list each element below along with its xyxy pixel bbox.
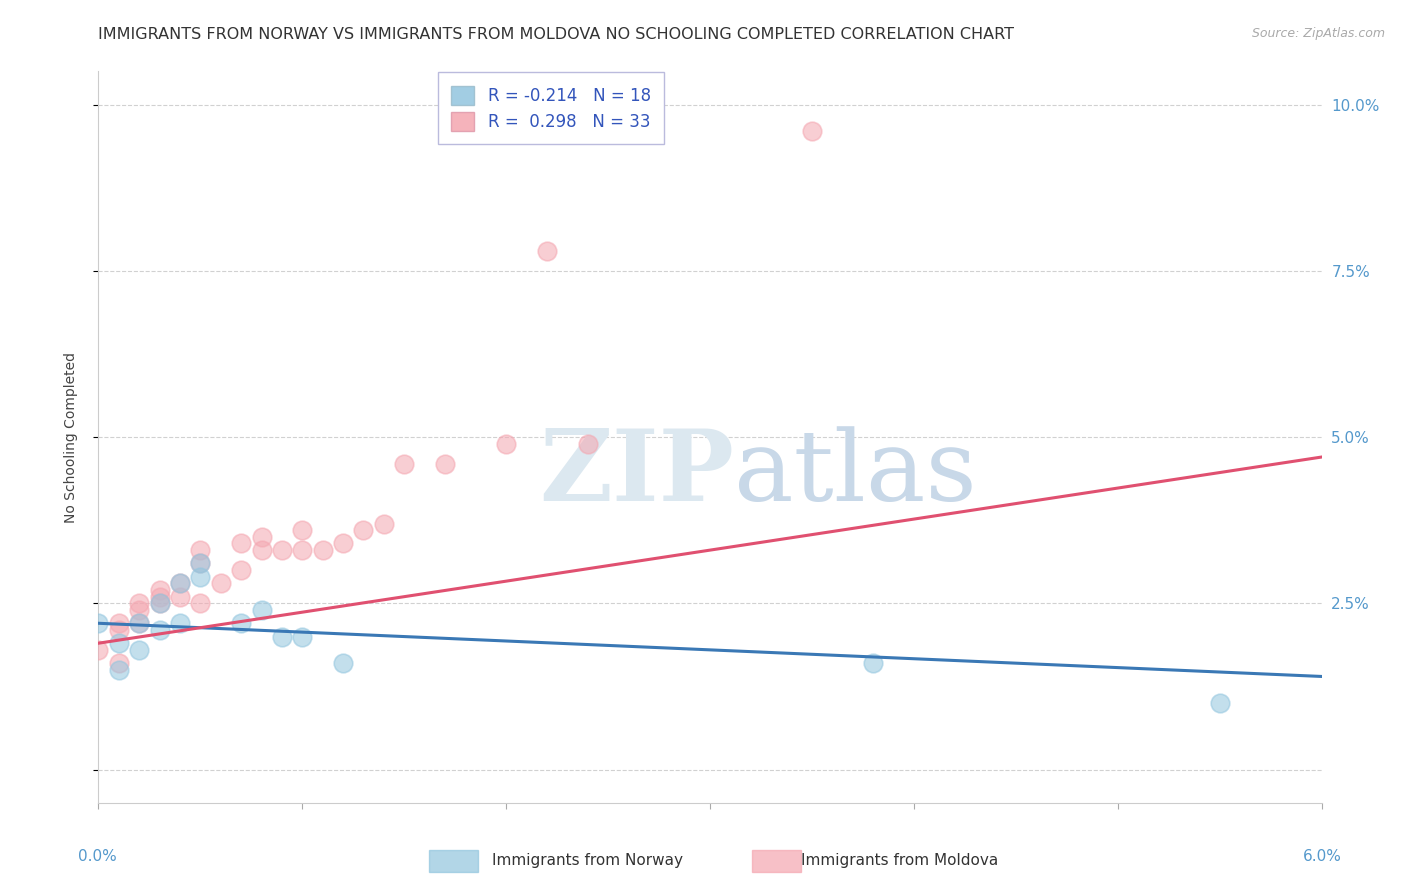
Point <box>270 630 292 644</box>
Point <box>188 570 212 584</box>
Point <box>149 596 172 610</box>
Point <box>332 536 354 550</box>
Point <box>128 616 150 631</box>
Point <box>169 616 191 631</box>
Point <box>1208 696 1232 710</box>
Point <box>87 643 110 657</box>
Point <box>291 630 314 644</box>
Point <box>231 616 253 631</box>
Text: atlas: atlas <box>734 425 977 522</box>
Point <box>352 523 374 537</box>
Point <box>862 656 884 670</box>
Point <box>188 596 212 610</box>
Point <box>108 663 131 677</box>
Text: Immigrants from Moldova: Immigrants from Moldova <box>801 854 998 868</box>
Point <box>291 543 314 558</box>
Text: Source: ZipAtlas.com: Source: ZipAtlas.com <box>1251 27 1385 40</box>
Point <box>128 603 150 617</box>
Point <box>270 543 292 558</box>
Point <box>149 582 172 597</box>
Point <box>128 596 150 610</box>
Point <box>188 543 212 558</box>
Point <box>169 576 191 591</box>
Point <box>291 523 314 537</box>
Point <box>209 576 232 591</box>
Point <box>149 623 172 637</box>
Point <box>801 124 824 138</box>
Text: IMMIGRANTS FROM NORWAY VS IMMIGRANTS FROM MOLDOVA NO SCHOOLING COMPLETED CORRELA: IMMIGRANTS FROM NORWAY VS IMMIGRANTS FRO… <box>98 27 1014 42</box>
Point <box>108 616 131 631</box>
Point <box>495 436 517 450</box>
Point <box>576 436 599 450</box>
Point <box>536 244 558 258</box>
Point <box>128 643 150 657</box>
Point <box>188 557 212 571</box>
Y-axis label: No Schooling Completed: No Schooling Completed <box>63 351 77 523</box>
Point <box>108 623 131 637</box>
Text: 0.0%: 0.0% <box>79 849 117 864</box>
Point <box>169 576 191 591</box>
Point <box>149 590 172 604</box>
Point <box>433 457 456 471</box>
Point <box>87 616 110 631</box>
Point <box>250 543 273 558</box>
Point <box>311 543 335 558</box>
Text: 6.0%: 6.0% <box>1303 849 1341 864</box>
Point <box>231 536 253 550</box>
Point <box>169 590 191 604</box>
Legend: R = -0.214   N = 18, R =  0.298   N = 33: R = -0.214 N = 18, R = 0.298 N = 33 <box>437 72 664 145</box>
Text: Immigrants from Norway: Immigrants from Norway <box>492 854 683 868</box>
Point <box>108 636 131 650</box>
Point <box>108 656 131 670</box>
Point <box>128 616 150 631</box>
Point <box>231 563 253 577</box>
Point <box>373 516 395 531</box>
Point <box>149 596 172 610</box>
Point <box>392 457 416 471</box>
Point <box>332 656 354 670</box>
Point <box>250 530 273 544</box>
Point <box>188 557 212 571</box>
Text: ZIP: ZIP <box>540 425 734 522</box>
Point <box>250 603 273 617</box>
